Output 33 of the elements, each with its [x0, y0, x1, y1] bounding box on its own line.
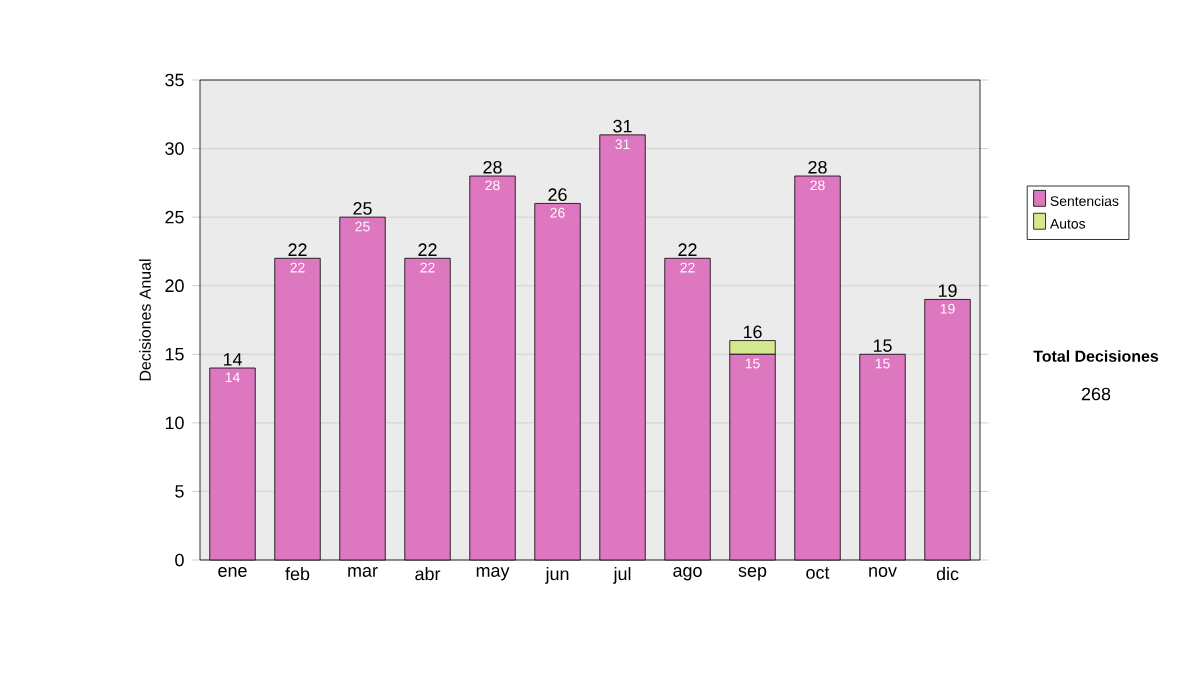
total-label: 26 — [548, 188, 567, 202]
y-tick-label: 35 — [165, 73, 184, 87]
x-tick-label: feb — [285, 567, 310, 581]
total-label: 22 — [678, 243, 697, 256]
total-label: 14 — [223, 353, 242, 366]
x-tick-label: may — [476, 567, 510, 581]
total-label: 28 — [483, 160, 502, 174]
total-label: 31 — [613, 119, 632, 133]
x-tick-label: nov — [869, 567, 897, 577]
total-label: 19 — [938, 284, 957, 298]
x-tick-label: mar — [348, 567, 378, 577]
x-tick-label: jun — [545, 567, 569, 584]
total-label: 22 — [418, 243, 437, 256]
x-tick-label: ago — [673, 567, 702, 581]
total-label: 25 — [353, 202, 372, 215]
y-tick-label: 25 — [165, 210, 184, 224]
y-tick-label: 20 — [165, 279, 184, 293]
y-tick-label: 30 — [165, 142, 184, 155]
x-tick-label: oct — [806, 567, 830, 579]
x-tick-label: jul — [613, 567, 631, 584]
x-tick-label: ene — [218, 567, 247, 577]
y-tick-label: 10 — [165, 416, 184, 430]
x-tick-label: sep — [738, 567, 767, 581]
y-tick-label: 15 — [165, 348, 184, 361]
text: 268 — [1081, 387, 1111, 401]
total-label: 22 — [288, 243, 307, 256]
total-label: 15 — [873, 339, 892, 352]
y-tick-label: 5 — [175, 485, 184, 498]
y-tick-label: 0 — [175, 553, 184, 567]
total-label: 16 — [743, 325, 762, 339]
x-tick-label: abr — [415, 567, 441, 581]
x-tick-label: dic — [936, 567, 959, 581]
total-label: 28 — [808, 160, 827, 174]
